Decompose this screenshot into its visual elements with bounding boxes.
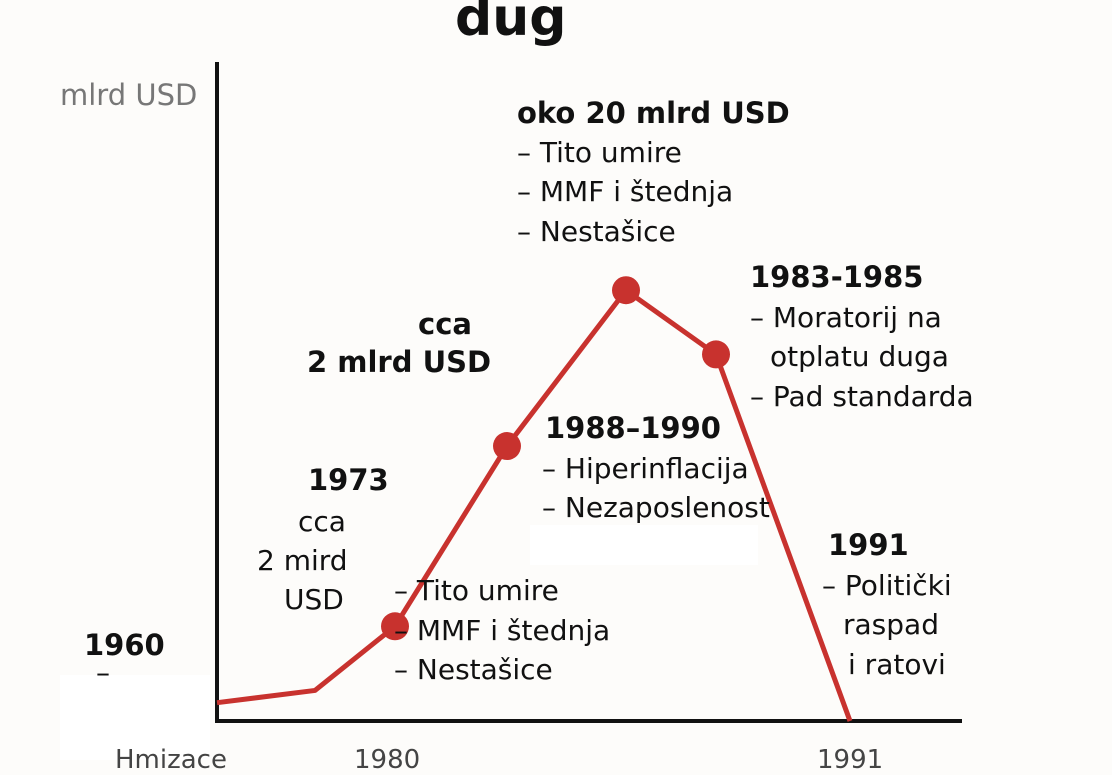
- annotation-1960-year: 1960: [84, 628, 165, 662]
- x-tick-label-2: 1991: [817, 745, 884, 775]
- annotation-1983-year: 1983-1985: [750, 260, 924, 294]
- annotation-peak-item3: – Nestašice: [517, 215, 676, 248]
- annotation-1991-item3: i ratovi: [848, 648, 946, 681]
- annotation-1991-item1: – Politički: [822, 569, 952, 602]
- chart-title: dug: [455, 0, 567, 48]
- annotation-peak-head: oko 20 mlrd USD: [517, 96, 790, 130]
- y-axis-label: mlrd USD: [60, 78, 198, 112]
- annotation-1988-item2: – Nezaposlenost: [542, 491, 770, 524]
- data-point-marker: [493, 432, 521, 461]
- annotation-mid-line1: cca: [418, 307, 472, 341]
- annotation-1973-item1: – Tito umire: [394, 574, 559, 607]
- annotation-1973-item2: – MMF i štednja: [394, 614, 611, 647]
- annotation-1973-year: 1973: [308, 463, 389, 497]
- annotation-mid-line2: 2 mlrd USD: [307, 345, 492, 379]
- annotation-1973-item3: – Nestašice: [394, 653, 553, 686]
- x-tick-label-1: 1980: [354, 745, 421, 775]
- x-tick-label-0: Hmizace: [115, 745, 227, 775]
- annotation-peak-item1: – Tito umire: [517, 136, 682, 169]
- annotation-1973-line1: cca: [298, 505, 346, 538]
- annotation-1988-year: 1988–1990: [545, 411, 721, 445]
- data-point-marker: [381, 612, 409, 641]
- series-markers: [381, 276, 730, 641]
- mask-block-left: [60, 675, 210, 760]
- data-point-marker: [702, 340, 730, 369]
- annotation-1991-item2: raspad: [843, 608, 939, 641]
- annotation-1973-line2: 2 mird: [257, 544, 348, 577]
- annotation-1960-dash: –: [96, 656, 110, 689]
- annotation-1983-item1: – Moratorij na: [750, 301, 942, 334]
- annotation-1983-item2: otplatu duga: [770, 340, 949, 373]
- annotation-1983-item3: – Pad standarda: [750, 380, 974, 413]
- annotation-1991-year: 1991: [828, 528, 909, 562]
- annotation-peak-item2: – MMF i štednja: [517, 175, 734, 208]
- annotation-1973-line3: USD: [284, 583, 344, 616]
- mask-block-mid: [530, 525, 758, 565]
- data-point-marker: [612, 276, 640, 305]
- annotation-1988-item1: – Hiperinflacija: [542, 452, 749, 485]
